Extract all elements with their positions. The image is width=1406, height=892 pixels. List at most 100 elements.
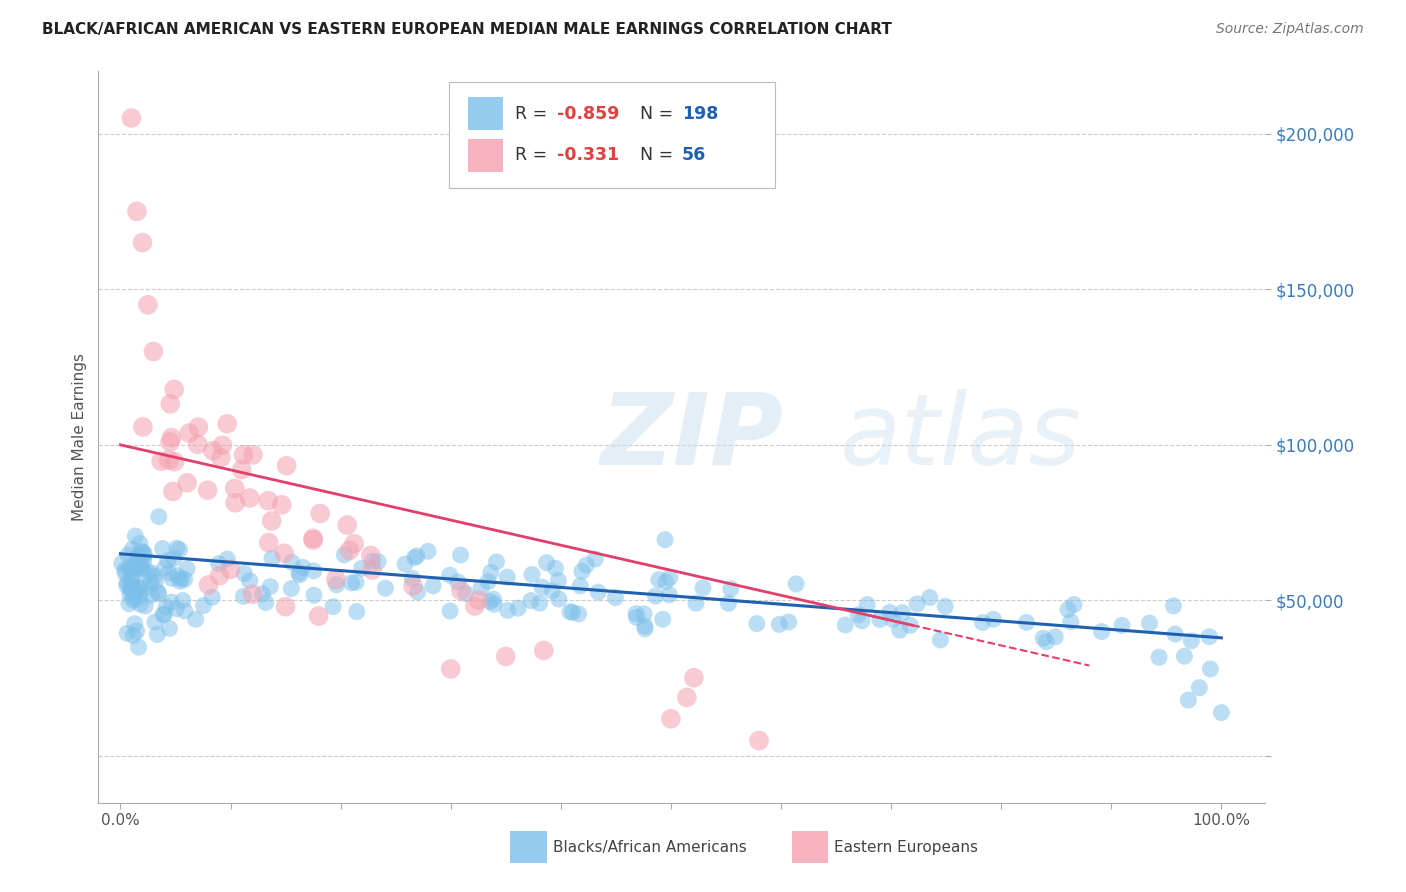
Point: [120, 576, 142, 591]
Point: [1063, 598, 1085, 612]
Point: [1035, 634, 1057, 648]
Point: [259, 580, 281, 594]
Point: [333, 548, 356, 562]
Point: [544, 561, 567, 575]
Point: [121, 542, 143, 557]
Point: [224, 496, 246, 510]
Point: [281, 555, 304, 569]
Text: N =: N =: [640, 146, 679, 164]
Point: [322, 599, 344, 614]
Point: [1090, 624, 1112, 639]
Point: [122, 593, 145, 607]
Point: [547, 574, 569, 588]
FancyBboxPatch shape: [468, 138, 503, 171]
Point: [898, 618, 921, 632]
Point: [197, 483, 219, 497]
Point: [115, 576, 138, 591]
Point: [302, 531, 325, 545]
Point: [851, 614, 873, 628]
Point: [882, 613, 904, 627]
Point: [288, 566, 311, 580]
Point: [143, 615, 166, 629]
Point: [477, 574, 499, 589]
Point: [153, 561, 176, 575]
Point: [633, 607, 655, 621]
Point: [450, 548, 472, 562]
Point: [260, 551, 283, 566]
Point: [187, 437, 209, 451]
Point: [231, 462, 253, 476]
Point: [464, 599, 486, 613]
Point: [651, 612, 673, 626]
Point: [748, 733, 770, 747]
Point: [187, 420, 209, 434]
Point: [302, 533, 325, 548]
Point: [983, 612, 1005, 626]
Point: [132, 545, 155, 559]
Point: [1147, 650, 1170, 665]
Point: [208, 557, 231, 571]
Point: [132, 549, 155, 564]
Point: [692, 581, 714, 595]
Point: [482, 592, 505, 607]
Point: [1199, 662, 1222, 676]
Point: [118, 559, 141, 574]
Point: [934, 599, 956, 614]
Point: [270, 498, 292, 512]
Point: [778, 615, 800, 629]
Point: [541, 583, 564, 598]
Point: [367, 555, 389, 569]
Point: [276, 458, 298, 473]
Point: [655, 574, 678, 589]
FancyBboxPatch shape: [449, 82, 775, 188]
Point: [394, 557, 416, 571]
Point: [360, 549, 382, 563]
Point: [134, 599, 156, 613]
Point: [125, 204, 148, 219]
Point: [118, 587, 141, 601]
Point: [720, 582, 742, 596]
Point: [929, 632, 952, 647]
Point: [122, 628, 145, 642]
Text: 56: 56: [682, 146, 706, 164]
Point: [350, 561, 373, 575]
Text: -0.859: -0.859: [557, 104, 620, 123]
Point: [153, 607, 176, 622]
Point: [121, 579, 143, 593]
Point: [132, 554, 155, 568]
Point: [260, 514, 283, 528]
Point: [239, 574, 262, 588]
Point: [337, 543, 360, 558]
Point: [467, 593, 489, 607]
Text: R =: R =: [515, 104, 553, 123]
Point: [583, 552, 606, 566]
Point: [717, 596, 740, 610]
Point: [422, 579, 444, 593]
Point: [972, 615, 994, 630]
Point: [152, 541, 174, 556]
Point: [146, 584, 169, 599]
Point: [309, 507, 332, 521]
Point: [361, 554, 384, 568]
Point: [184, 612, 207, 626]
Point: [1164, 627, 1187, 641]
Point: [179, 426, 201, 441]
Point: [675, 690, 697, 705]
Point: [571, 565, 593, 579]
Point: [242, 448, 264, 462]
Point: [132, 420, 155, 434]
Point: [683, 671, 706, 685]
Point: [148, 587, 170, 601]
Point: [131, 563, 153, 577]
Point: [139, 575, 162, 590]
Point: [131, 235, 153, 250]
Point: [685, 596, 707, 610]
Point: [143, 569, 166, 583]
Point: [291, 560, 314, 574]
Point: [165, 601, 187, 615]
Point: [163, 383, 186, 397]
Point: [1060, 615, 1083, 629]
Point: [605, 591, 627, 605]
Point: [157, 566, 180, 580]
Point: [889, 623, 911, 637]
